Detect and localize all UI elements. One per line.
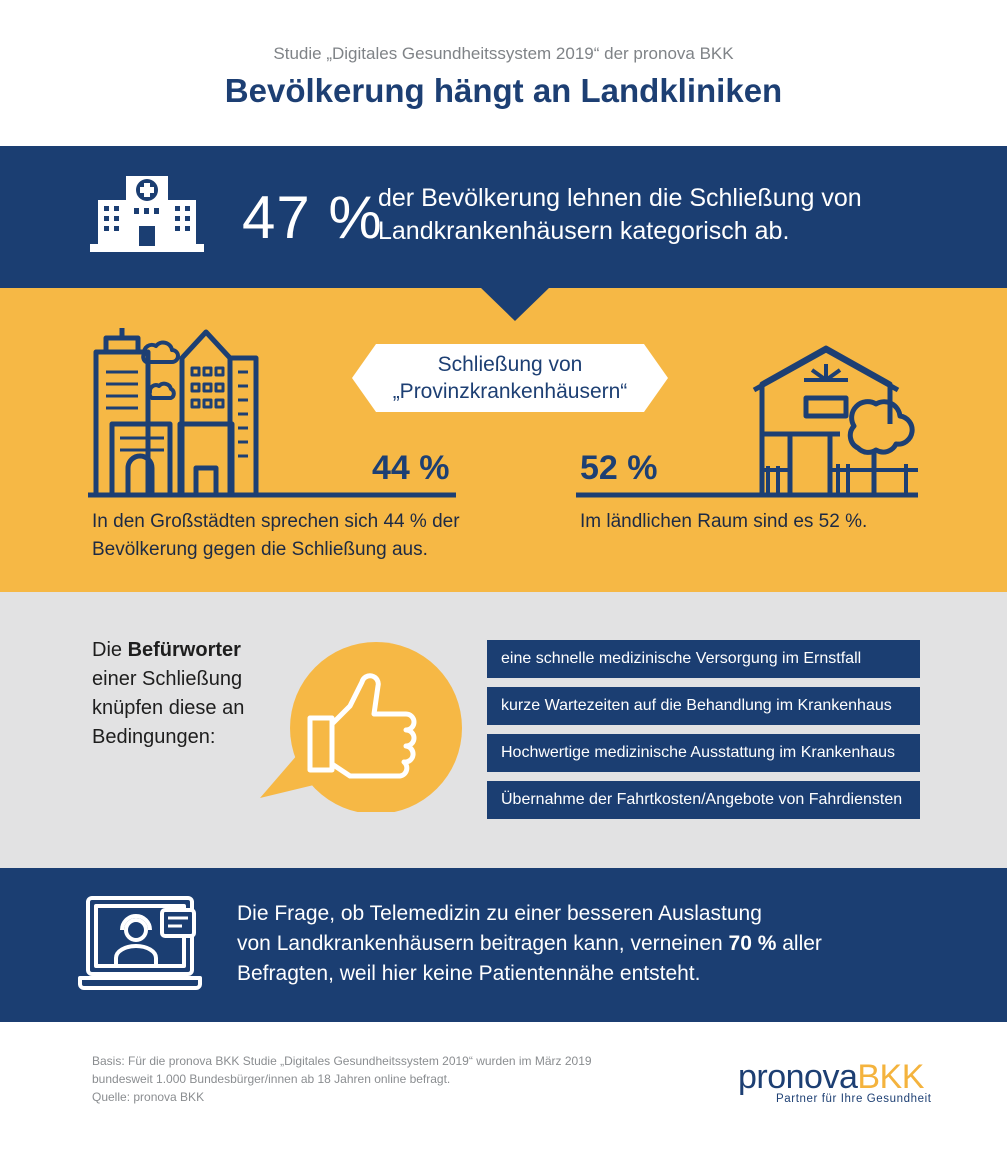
telemedicine-line3: Befragten, weil hier keine Patientennähe… bbox=[237, 962, 701, 985]
hospital-icon bbox=[90, 176, 204, 252]
city-statement-line2: Bevölkerung gegen die Schließung aus. bbox=[92, 539, 428, 560]
study-subtitle: Studie „Digitales Gesundheitssystem 2019… bbox=[273, 44, 734, 63]
condition-item: Hochwertige medizinische Ausstattung im … bbox=[487, 734, 920, 772]
hospital-statement: der Bevölkerung lehnen die Schließung vo… bbox=[378, 182, 898, 248]
telemedicine-band bbox=[0, 868, 1007, 1022]
closure-tag-ribbon bbox=[352, 344, 668, 412]
footnote: Basis: Für die pronova BKK Studie „Digit… bbox=[92, 1052, 672, 1106]
supporters-text-line2: einer Schließung bbox=[92, 668, 243, 690]
farmhouse-icon bbox=[576, 345, 918, 498]
logo-part1: pronova bbox=[738, 1058, 858, 1096]
footnote-source: Quelle: pronova BKK bbox=[92, 1090, 205, 1104]
supporters-text-pre: Die bbox=[92, 639, 128, 661]
thumbs-up-icon bbox=[260, 642, 462, 812]
closure-tag-line1: Schließung von bbox=[437, 353, 583, 376]
logo-tagline: Partner für Ihre Gesundheit bbox=[776, 1093, 932, 1105]
supporters-text-line4: Bedingungen: bbox=[92, 726, 216, 748]
city-percent: 44 % bbox=[372, 449, 450, 487]
hospital-statement-line1: der Bevölkerung lehnen die Schließung vo… bbox=[378, 184, 862, 212]
closure-tag-line2: „Provinzkrankenhäusern“ bbox=[392, 380, 628, 403]
condition-item: kurze Wartezeiten auf die Behandlung im … bbox=[487, 687, 920, 725]
telemedicine-statement: Die Frage, ob Telemedizin zu einer besse… bbox=[237, 899, 917, 989]
supporters-band bbox=[0, 592, 1007, 868]
pronova-logo: pronovaBKK bbox=[738, 1058, 924, 1097]
condition-item: eine schnelle medizinische Versorgung im… bbox=[487, 640, 920, 678]
telemedicine-laptop-icon bbox=[78, 896, 202, 990]
supporters-statement: Die Befürworter einer Schließung knüpfen… bbox=[92, 636, 292, 752]
city-statement-line1: In den Großstädten sprechen sich 44 % de… bbox=[92, 511, 460, 532]
condition-item: Übernahme der Fahrtkosten/Angebote von F… bbox=[487, 781, 920, 819]
footnote-basis-line2: bundesweit 1.000 Bundesbürger/innen ab 1… bbox=[92, 1072, 451, 1086]
page-title: Bevölkerung hängt an Landkliniken bbox=[224, 72, 783, 109]
pointer-triangle bbox=[480, 287, 550, 321]
closure-tag: Schließung von „Provinzkrankenhäusern“ bbox=[352, 346, 668, 410]
rural-statement: Im ländlichen Raum sind es 52 %. bbox=[580, 511, 868, 532]
hospital-percent: 47 % bbox=[242, 184, 383, 251]
telemedicine-line1: Die Frage, ob Telemedizin zu einer besse… bbox=[237, 902, 762, 925]
supporters-text-bold: Befürworter bbox=[127, 639, 241, 661]
telemedicine-line2-pre: von Landkrankenhäusern beitragen kann, v… bbox=[237, 932, 729, 955]
rural-percent: 52 % bbox=[580, 449, 658, 487]
telemedicine-line2-bold: 70 % bbox=[728, 932, 777, 955]
supporters-text-line3: knüpfen diese an bbox=[92, 697, 245, 719]
telemedicine-line2-post: aller bbox=[776, 932, 822, 955]
logo-part2: BKK bbox=[857, 1058, 924, 1096]
city-skyline-icon bbox=[88, 328, 456, 498]
hospital-statement-line2: Landkrankenhäusern kategorisch ab. bbox=[378, 217, 790, 245]
city-statement: In den Großstädten sprechen sich 44 % de… bbox=[92, 508, 512, 564]
footnote-basis-line1: Basis: Für die pronova BKK Studie „Digit… bbox=[92, 1054, 592, 1068]
